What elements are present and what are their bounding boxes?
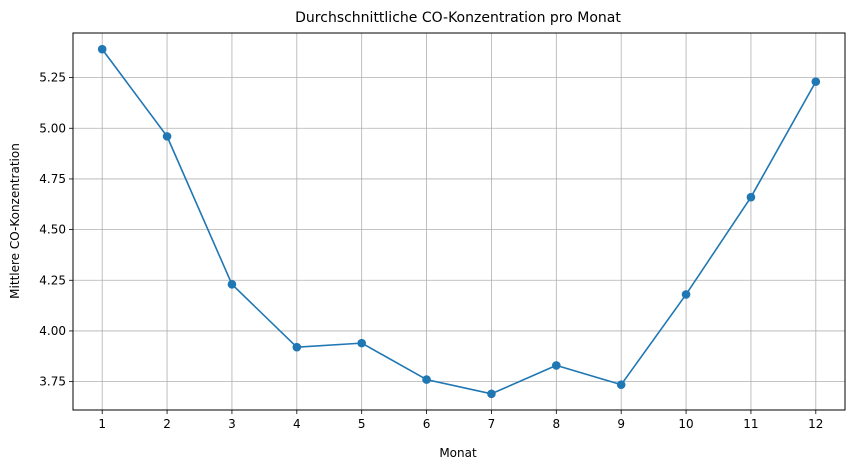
x-tick-label: 8: [552, 417, 560, 431]
x-tick-label: 6: [423, 417, 431, 431]
x-tick-label: 11: [743, 417, 758, 431]
x-axis-ticks: 1 2 3 4 5 6 7 8 9 10 11 12: [98, 410, 823, 431]
x-tick-label: 9: [617, 417, 625, 431]
data-point-marker: [811, 77, 821, 86]
data-point-marker: [162, 132, 172, 141]
x-tick-label: 10: [678, 417, 693, 431]
y-tick-label: 5.00: [39, 121, 66, 135]
y-tick-label: 5.25: [39, 71, 66, 85]
x-tick-label: 12: [808, 417, 823, 431]
x-tick-label: 3: [228, 417, 236, 431]
data-point-marker: [616, 380, 626, 389]
data-point-marker: [681, 290, 691, 299]
y-tick-label: 4.25: [39, 273, 66, 287]
y-tick-label: 4.50: [39, 223, 66, 237]
y-axis-ticks: 3.75 4.00 4.25 4.50 4.75 5.00 5.25: [39, 71, 73, 389]
data-point-marker: [357, 338, 366, 348]
y-tick-label: 4.75: [39, 172, 66, 186]
y-tick-label: 4.00: [39, 324, 66, 338]
series-layer: [97, 44, 821, 399]
x-tick-label: 4: [293, 417, 301, 431]
y-axis-label: Mittlere CO-Konzentration: [8, 143, 22, 299]
x-tick-label: 1: [98, 417, 106, 431]
x-tick-label: 5: [358, 417, 366, 431]
data-point-marker: [292, 342, 302, 352]
data-point-marker: [487, 389, 496, 399]
chart-title: Durchschnittliche CO-Konzentration pro M…: [295, 10, 621, 26]
data-point-marker: [746, 192, 756, 202]
data-point-marker: [422, 375, 431, 384]
data-point-marker: [97, 44, 107, 54]
data-point-marker: [227, 280, 237, 289]
data-point-marker: [552, 361, 561, 370]
x-axis-label: Monat: [439, 446, 477, 460]
series-line: [101, 48, 817, 395]
x-tick-label: 2: [163, 417, 171, 431]
y-tick-label: 3.75: [39, 375, 66, 389]
plot-frame: [72, 32, 846, 411]
grid-lines: [73, 33, 845, 410]
x-tick-label: 7: [488, 417, 496, 431]
